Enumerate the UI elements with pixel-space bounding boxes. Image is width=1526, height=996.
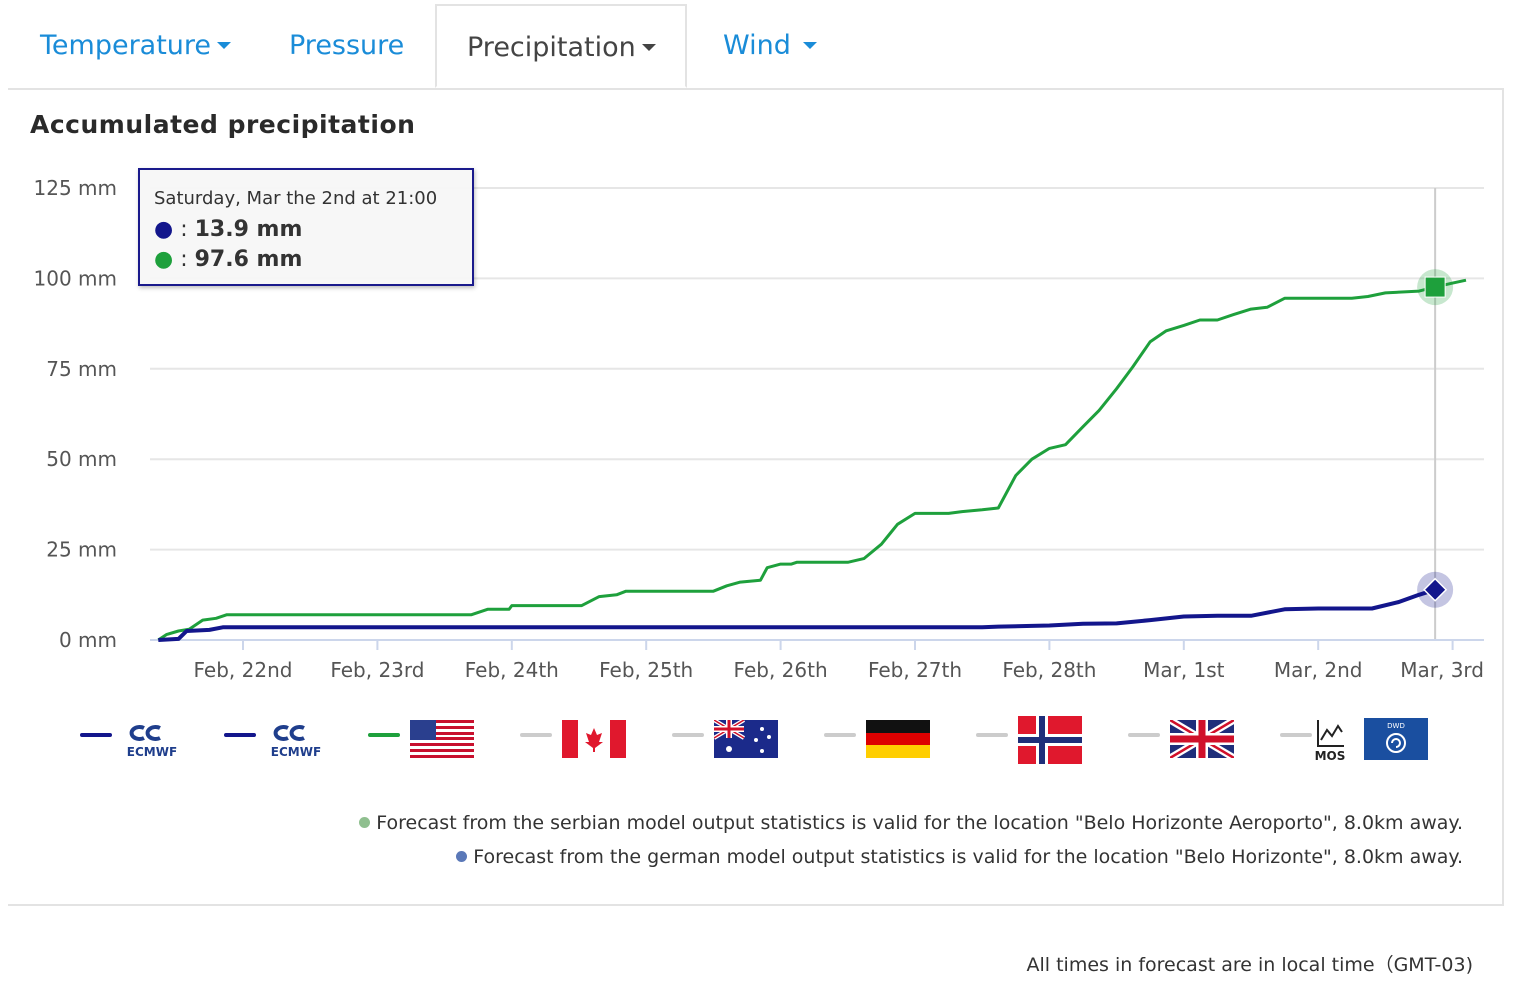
x-tick-label: Feb, 25th [599,658,693,682]
svg-text:DWD: DWD [1387,722,1405,730]
legend-line [824,733,856,737]
ecmwf-logo-icon: ECMWF [271,725,321,758]
x-tick-label: Feb, 23rd [330,658,424,682]
chevron-down-icon [802,41,817,49]
svg-text:MOS: MOS [1315,749,1346,763]
tooltip-row: ● : 97.6 mm [154,245,458,275]
forecast-note: Forecast from the german model output st… [456,846,1463,868]
green-dot-icon [359,817,371,828]
germany-flag-icon [866,720,930,758]
x-tick-label: Feb, 28th [1002,658,1096,682]
x-tick-label: Feb, 24th [465,658,559,682]
chart-tooltip: Saturday, Mar the 2nd at 21:00 ● : 13.9 … [138,168,474,286]
forecast-note: Forecast from the serbian model output s… [359,812,1463,834]
tooltip-label: : [180,217,195,242]
series-dot-icon: ● [154,217,174,242]
legend-line [80,733,112,737]
norway-flag-icon [1018,716,1082,764]
tooltip-value: 13.9 mm [194,217,303,242]
tab-temperature[interactable]: Temperature [40,4,232,88]
legend-line [1280,733,1312,737]
canada-flag-icon [562,720,626,758]
x-tick-label: Feb, 26th [734,658,828,682]
mos-dwd-icon: MOS DWD [1315,718,1428,763]
chart-legend: ECMWF ECMWF [0,712,1526,772]
tooltip-value: 97.6 mm [194,247,303,272]
y-tick-label: 75 mm [46,357,117,381]
y-tick-label: 50 mm [46,447,117,471]
series-line [157,278,1467,642]
series-dot-icon: ● [154,247,174,272]
series-line [158,587,1436,642]
legend-line [672,733,704,737]
data-point-marker [1423,577,1448,602]
tab-precipitation[interactable]: Precipitation [435,4,687,88]
tab-pressure[interactable]: Pressure [289,30,405,61]
chart-title: Accumulated precipitation [30,110,416,139]
legend-line [976,733,1008,737]
tooltip-header: Saturday, Mar the 2nd at 21:00 [154,188,438,209]
y-tick-label: 125 mm [34,176,118,200]
y-tick-label: 25 mm [46,538,117,562]
blue-dot-icon [456,851,468,862]
legend-line [1128,733,1160,737]
australia-flag-icon [714,720,778,758]
chart-panel [8,88,1504,906]
y-tick-label: 100 mm [34,266,118,290]
chevron-down-icon [217,41,232,49]
forecast-note-text: Forecast from the serbian model output s… [376,812,1463,834]
x-tick-label: Mar, 1st [1143,658,1225,682]
x-tick-label: Feb, 27th [868,658,962,682]
data-point-marker [1424,276,1446,298]
tab-wind[interactable]: Wind [723,4,817,88]
ecmwf-logo-icon: ECMWF [127,725,177,758]
usa-flag-icon [410,720,474,758]
tooltip-label: : [180,247,195,272]
timezone-note: All times in forecast are in local time（… [1026,954,1473,976]
y-tick-label: 0 mm [59,628,117,652]
tab-bar: Temperature Pressure Precipitation Wind [8,4,1504,90]
uk-flag-icon [1170,720,1234,758]
x-tick-label: Mar, 2nd [1274,658,1363,682]
svg-text:ECMWF: ECMWF [127,745,177,758]
svg-text:ECMWF: ECMWF [271,745,321,758]
chevron-down-icon [641,43,656,51]
legend-line [368,733,400,737]
tooltip-row: ● : 13.9 mm [154,215,458,245]
legend-line [224,733,256,737]
forecast-note-text: Forecast from the german model output st… [473,846,1463,868]
x-tick-label: Feb, 22nd [194,658,293,682]
precipitation-chart: 0 mm 25 mm 50 mm 75 mm 100 mm 125 mm Feb, 22nd… [34,176,1484,682]
legend-line [520,733,552,737]
x-tick-label: Mar, 3rd [1400,658,1484,682]
